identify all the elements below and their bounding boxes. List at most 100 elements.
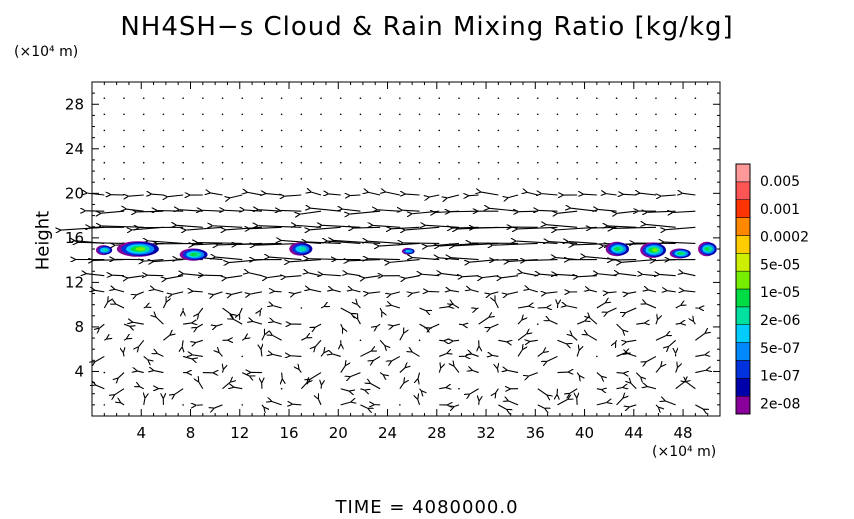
colorbar-swatch	[735, 378, 751, 397]
wind-arrow	[636, 323, 644, 324]
wind-arrow	[261, 404, 264, 407]
wind-dot	[615, 178, 618, 180]
wind-arrow	[368, 259, 400, 260]
wind-arrow	[399, 368, 405, 373]
wind-arrow	[472, 354, 479, 357]
wind-arrow	[299, 370, 302, 373]
wind-arrow	[103, 302, 107, 309]
wind-dot	[576, 97, 578, 99]
wind-arrow	[368, 192, 381, 196]
wind-dot	[615, 145, 618, 148]
wind-arrow	[253, 321, 263, 325]
cloud-patch	[95, 245, 113, 256]
wind-arrow	[350, 210, 381, 214]
wind-arrow	[675, 305, 681, 309]
wind-dot	[438, 145, 441, 148]
wind-dot	[674, 129, 677, 132]
wind-arrow	[249, 273, 263, 277]
wind-arrow	[172, 291, 184, 294]
wind-dot	[300, 178, 303, 180]
wind-arrow	[439, 307, 448, 308]
wind-dot	[182, 145, 184, 148]
wind-arrow	[399, 383, 404, 390]
colorbar-swatch	[735, 360, 751, 379]
wind-arrow	[334, 240, 381, 244]
x-tick-label: 48	[674, 424, 693, 442]
wind-dot	[300, 145, 303, 148]
wind-arrow	[240, 307, 243, 314]
wind-arrow	[350, 372, 361, 377]
wind-dot	[300, 113, 303, 116]
wind-arrow	[608, 292, 617, 293]
wind-dot	[674, 145, 677, 148]
wind-arrow	[340, 402, 351, 406]
wind-arrow	[439, 242, 479, 246]
wind-dot	[300, 161, 303, 164]
wind-arrow	[403, 243, 440, 244]
wind-arrow	[419, 388, 422, 391]
wind-dot	[123, 178, 125, 180]
wind-dot	[418, 145, 421, 148]
wind-arrow	[508, 291, 519, 294]
wind-dot	[536, 113, 539, 116]
wind-dot	[320, 145, 322, 148]
wind-arrow	[412, 210, 440, 214]
wind-arrow	[683, 273, 696, 277]
wind-dot	[142, 161, 145, 164]
wind-arrow	[353, 290, 361, 293]
wind-dot	[556, 178, 559, 180]
wind-arrow	[301, 338, 306, 341]
wind-arrow	[623, 194, 637, 195]
wind-arrow	[386, 192, 400, 196]
wind-dot	[103, 97, 106, 99]
wind-dot	[399, 97, 401, 99]
wind-dot	[635, 129, 638, 132]
colorbar-label: 0.005	[760, 174, 800, 190]
wind-dot	[655, 97, 657, 99]
wind-arrow	[232, 291, 243, 295]
wind-arrow	[695, 370, 706, 374]
x-axis-unit: (×10⁴ m)	[652, 444, 717, 460]
wind-arrow	[182, 340, 183, 347]
wind-arrow	[143, 356, 148, 359]
wind-dot	[635, 178, 638, 180]
colorbar-swatch	[735, 288, 751, 308]
wind-dot	[202, 161, 204, 164]
wind-arrow	[635, 372, 640, 377]
wind-arrow	[686, 382, 696, 390]
wind-arrow	[405, 275, 420, 279]
wind-dot	[241, 145, 244, 148]
wind-arrow	[360, 404, 367, 408]
wind-dot	[162, 145, 165, 148]
wind-dot	[556, 129, 559, 132]
wind-arrow	[463, 276, 479, 277]
wind-arrow	[626, 307, 637, 313]
colorbar-swatch	[735, 235, 751, 254]
wind-dot	[596, 113, 598, 116]
wind-arrow	[596, 303, 605, 309]
wind-arrow	[147, 275, 164, 276]
wind-arrow	[340, 388, 349, 391]
wind-arrow	[310, 289, 322, 293]
wind-dot	[517, 129, 519, 132]
wind-arrow	[323, 274, 341, 275]
wind-arrow	[234, 387, 243, 389]
wind-arrow	[377, 323, 381, 326]
wind-arrow	[430, 323, 440, 328]
wind-arrow	[537, 388, 547, 395]
wind-dot	[674, 113, 677, 116]
wind-arrow	[222, 307, 232, 314]
wind-arrow	[379, 372, 383, 375]
cloud-contour	[189, 252, 197, 257]
wind-arrow	[694, 322, 696, 325]
wind-dot	[477, 97, 480, 99]
wind-arrow	[557, 339, 566, 344]
colorbar-label: 0.001	[760, 202, 800, 218]
wind-arrow	[393, 323, 400, 326]
wind-arrow	[442, 274, 460, 277]
y-tick-label: 28	[65, 95, 84, 113]
wind-arrow	[399, 333, 404, 341]
wind-dot	[477, 129, 480, 132]
wind-dot	[103, 371, 106, 374]
